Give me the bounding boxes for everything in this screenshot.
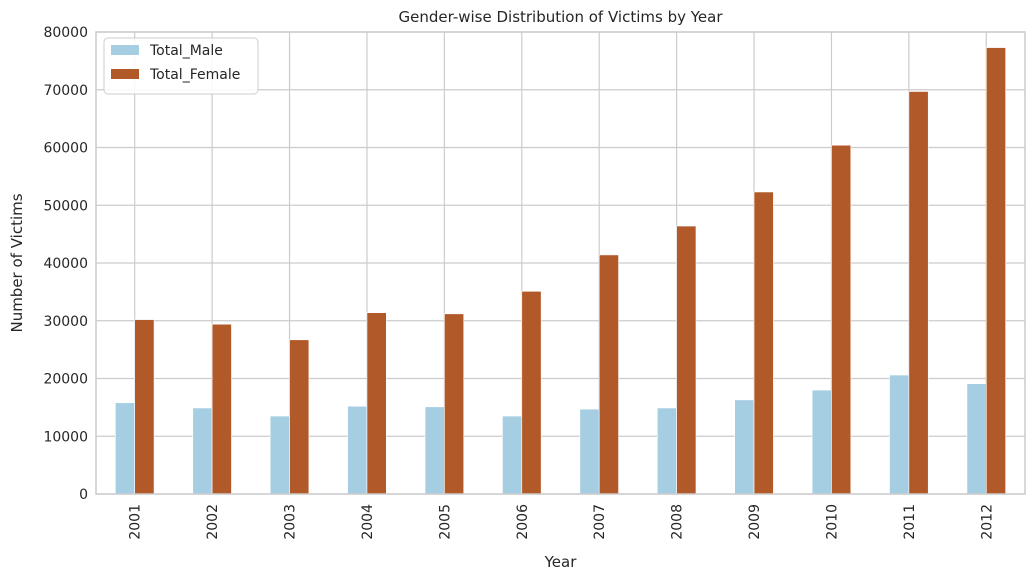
x-tick-label: 2003 xyxy=(283,504,299,540)
bar-total-male-2008 xyxy=(656,407,677,495)
bar-total-female-2011 xyxy=(908,91,929,495)
x-axis-label: Year xyxy=(544,553,578,571)
bar-total-female-2007 xyxy=(598,254,619,495)
bar-total-male-2005 xyxy=(424,406,445,495)
legend-swatch-total-female xyxy=(111,69,139,79)
x-tick-labels: 2001 2002 2003 2004 2005 2006 2007 2008 2009 2010… xyxy=(128,504,996,540)
legend: Total_Male Total_Female xyxy=(103,37,259,95)
y-tick-label: 0 xyxy=(79,487,88,503)
bar-total-male-2011 xyxy=(889,374,910,495)
bar-total-male-2007 xyxy=(579,408,600,495)
bar-total-male-2003 xyxy=(269,415,290,495)
x-tick-label: 2005 xyxy=(437,504,453,540)
bar-total-male-2002 xyxy=(192,407,213,495)
x-tick-label: 2012 xyxy=(979,504,995,540)
bar-total-female-2001 xyxy=(134,319,155,495)
legend-swatch-total-male xyxy=(111,45,139,55)
legend-label: Total_Female xyxy=(149,67,240,83)
bar-total-female-2002 xyxy=(211,323,232,495)
y-tick-label: 60000 xyxy=(43,141,88,157)
x-tick-label: 2001 xyxy=(128,504,144,540)
y-axis-label: Number of Victims xyxy=(8,193,26,332)
bar-total-female-2009 xyxy=(753,191,774,495)
y-tick-labels: 0 10000 20000 30000 40000 50000 60000 70000 8000… xyxy=(43,25,88,503)
bar-total-female-2006 xyxy=(521,290,542,495)
x-tick-label: 2010 xyxy=(824,504,840,540)
y-tick-label: 40000 xyxy=(43,256,88,272)
bar-total-female-2010 xyxy=(831,144,852,495)
y-tick-label: 50000 xyxy=(43,198,88,214)
y-tick-label: 20000 xyxy=(43,372,88,388)
bar-total-female-2008 xyxy=(676,225,697,495)
x-tick-label: 2007 xyxy=(592,504,608,540)
bar-total-male-2010 xyxy=(811,389,832,495)
legend-box xyxy=(103,37,259,95)
bars xyxy=(115,47,1006,495)
bar-total-female-2003 xyxy=(289,339,310,495)
bar-total-male-2006 xyxy=(502,415,523,495)
x-tick-label: 2002 xyxy=(205,504,221,540)
bar-total-female-2012 xyxy=(985,47,1006,495)
y-tick-label: 10000 xyxy=(43,429,88,445)
bar-total-male-2004 xyxy=(347,405,368,495)
bar-total-male-2012 xyxy=(966,383,987,495)
plot-frame xyxy=(95,31,1026,495)
y-tick-label: 30000 xyxy=(43,314,88,330)
x-tick-label: 2004 xyxy=(360,504,376,540)
y-tick-label: 70000 xyxy=(43,83,88,99)
legend-label: Total_Male xyxy=(149,43,223,59)
bar-total-male-2001 xyxy=(115,402,136,495)
chart-title: Gender-wise Distribution of Victims by Y… xyxy=(399,8,724,26)
bar-total-female-2005 xyxy=(444,313,465,495)
axes xyxy=(95,31,1026,495)
x-tick-label: 2011 xyxy=(902,504,918,540)
bar-total-female-2004 xyxy=(366,312,387,495)
x-tick-label: 2006 xyxy=(515,504,531,540)
bar-total-male-2009 xyxy=(734,399,755,495)
y-tick-label: 80000 xyxy=(43,25,88,41)
grid-lines xyxy=(96,31,1025,495)
x-tick-label: 2008 xyxy=(670,504,686,540)
x-tick-label: 2009 xyxy=(747,504,763,540)
